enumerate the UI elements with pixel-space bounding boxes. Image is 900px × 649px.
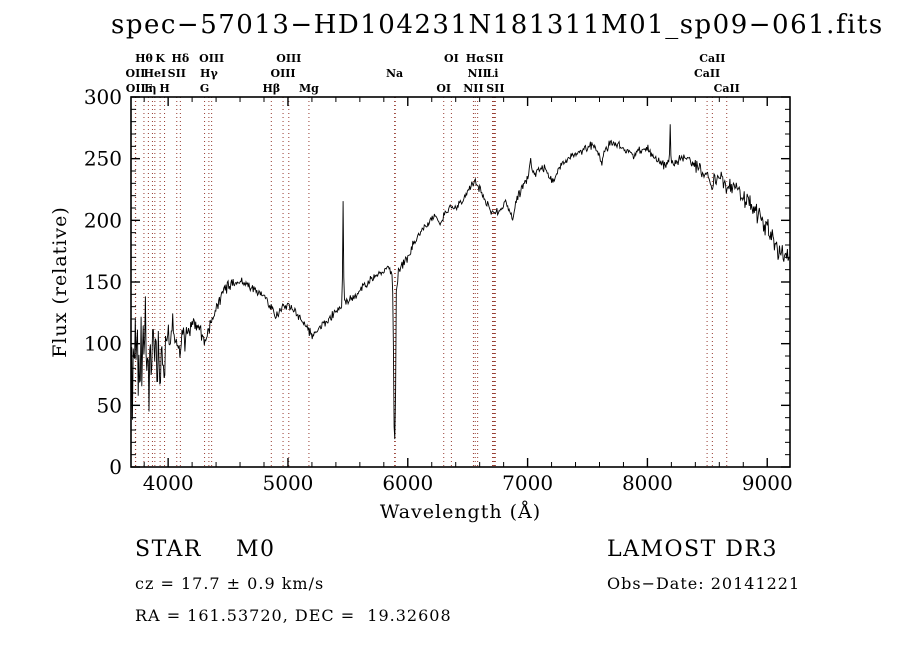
y-axis-label: Flux (relative)	[49, 206, 71, 358]
y-tick-label: 50	[97, 393, 122, 417]
spectral-line-label: OIII	[276, 52, 301, 65]
x-tick-label: 9000	[742, 471, 793, 495]
spectral-line-label: Hδ	[171, 52, 189, 65]
spectral-line-label: CaII	[699, 52, 725, 65]
spectral-line-label: CaII	[694, 67, 720, 80]
spectral-line-label: H	[159, 82, 169, 95]
x-tick-label: 6000	[382, 471, 433, 495]
x-tick-label: 8000	[622, 471, 673, 495]
object-class-text: STAR M0	[135, 537, 276, 562]
spectral-line-label: K	[155, 52, 165, 65]
spectral-line-label: OIII	[271, 67, 296, 80]
x-tick-label: 5000	[263, 471, 314, 495]
obs-date-text: Obs−Date: 20141221	[607, 574, 801, 593]
survey-text: LAMOST DR3	[607, 537, 778, 562]
spectral-line-label: HeI	[144, 67, 167, 80]
spectral-line-label: Na	[386, 67, 403, 80]
spectral-line-label: η	[148, 82, 156, 95]
plot-title: spec−57013−HD104231N181311M01_sp09−061.f…	[111, 10, 884, 40]
spectral-line-label: OII	[126, 82, 146, 95]
y-tick-label: 0	[109, 455, 122, 479]
spectral-line-label: Hγ	[200, 67, 218, 80]
spectral-line-label: Hθ	[135, 52, 153, 65]
x-tick-label: 4000	[143, 471, 194, 495]
spectral-line-label: Mg	[299, 82, 319, 95]
spectrum-path	[130, 124, 790, 440]
x-axis-label: Wavelength (Å)	[379, 501, 542, 523]
spectral-line-label: SII	[486, 82, 504, 95]
spectral-line-label: NII	[463, 82, 483, 95]
y-tick-label: 100	[84, 332, 122, 356]
spectral-line-label: SII	[168, 67, 186, 80]
spectral-line-label: OI	[436, 82, 451, 95]
spectral-line-label: OI	[444, 52, 459, 65]
cz-text: cz = 17.7 ± 0.9 km/s	[135, 574, 325, 593]
radec-text: RA = 161.53720, DEC = 19.32608	[135, 606, 452, 625]
spectral-line-label: Li	[487, 67, 499, 80]
spectral-line-label: G	[200, 82, 209, 95]
spectral-line-label: Hβ	[262, 82, 280, 95]
x-tick-label: 7000	[502, 471, 553, 495]
y-tick-label: 250	[84, 147, 122, 171]
spectral-line-label: NII	[467, 67, 487, 80]
spectral-line-label: OII	[125, 67, 145, 80]
spectral-line-label: SII	[485, 52, 503, 65]
y-tick-label: 200	[84, 208, 122, 232]
axis-box	[130, 96, 791, 468]
spectral-line-label: E	[144, 82, 152, 95]
spectral-line-label: Hα	[466, 52, 485, 65]
y-tick-label: 150	[84, 270, 122, 294]
spectral-line-label: OIII	[199, 52, 224, 65]
spectral-line-label: CaII	[714, 82, 740, 95]
y-tick-label: 300	[84, 85, 122, 109]
